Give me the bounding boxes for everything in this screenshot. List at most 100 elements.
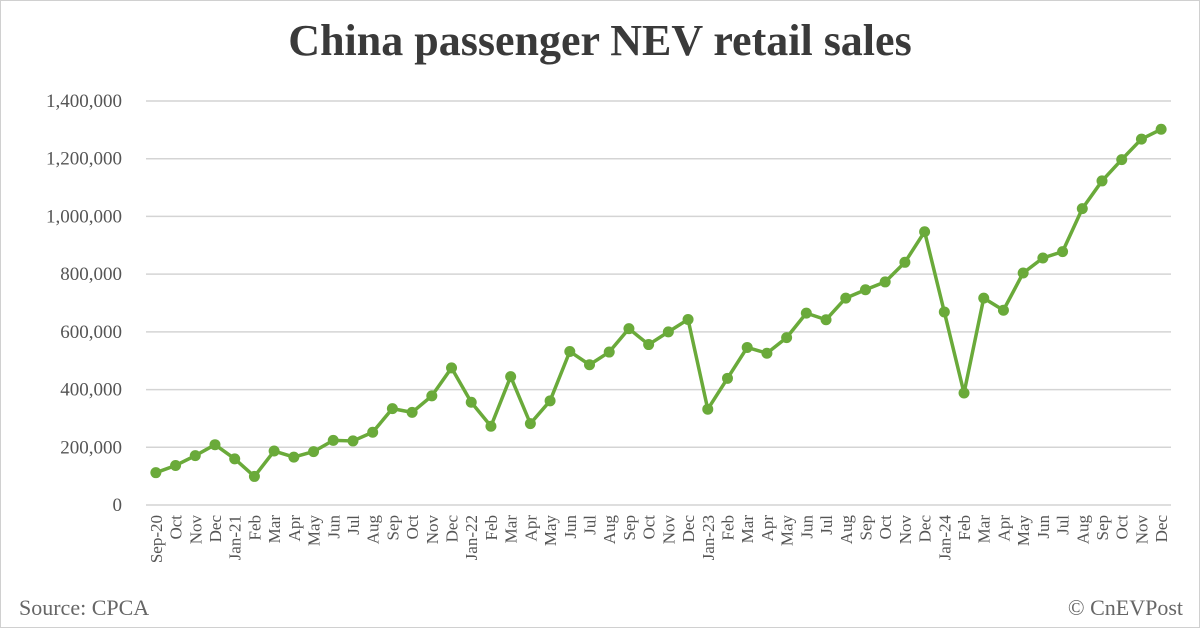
data-point (1155, 123, 1167, 135)
x-tick-label: Oct (876, 515, 895, 540)
x-tick-label: Sep (1093, 515, 1112, 541)
data-point (308, 446, 320, 458)
x-tick-label: Jun (797, 515, 816, 539)
data-point (800, 307, 812, 319)
data-point (623, 323, 635, 335)
chart-title: China passenger NEV retail sales (288, 16, 912, 65)
data-point (505, 371, 517, 383)
data-point (820, 314, 832, 326)
data-point (859, 284, 871, 296)
data-point (997, 304, 1009, 316)
data-point (1096, 175, 1108, 187)
data-point (327, 434, 339, 446)
x-tick-label: Aug (600, 515, 619, 545)
data-point (643, 339, 655, 351)
data-point (564, 345, 576, 357)
x-tick-label: Sep (383, 515, 402, 541)
data-point (584, 359, 596, 371)
data-point (288, 451, 300, 463)
data-point (662, 326, 674, 338)
x-tick-label: Jan-21 (226, 515, 245, 560)
y-tick-label: 600,000 (60, 322, 122, 343)
x-tick-label: Jun (1034, 515, 1053, 539)
data-point (1017, 267, 1029, 279)
x-tick-label: Jan-24 (935, 515, 954, 561)
x-tick-label: Sep (856, 515, 875, 541)
x-tick-label: Feb (245, 515, 264, 541)
data-point (426, 390, 438, 402)
x-tick-label: Aug (364, 515, 383, 545)
x-tick-label: Oct (403, 515, 422, 540)
data-point (209, 439, 221, 451)
x-tick-label: Feb (482, 515, 501, 541)
x-tick-label: Dec (1152, 515, 1171, 543)
data-point (347, 435, 359, 447)
x-tick-label: Mar (738, 515, 757, 544)
x-tick-label: Dec (206, 515, 225, 543)
x-tick-label: Feb (955, 515, 974, 541)
data-point (741, 341, 753, 353)
x-tick-label: Nov (659, 515, 678, 545)
data-point (938, 306, 950, 318)
data-point (1135, 133, 1147, 145)
data-point (1116, 154, 1128, 166)
x-tick-label: Sep-20 (147, 515, 166, 563)
series-line (155, 127, 1162, 479)
x-tick-label: Jan-23 (699, 515, 718, 560)
data-point (544, 395, 556, 407)
x-tick-label: Feb (718, 515, 737, 541)
data-point (406, 406, 418, 418)
data-point (248, 470, 260, 482)
y-tick-label: 400,000 (60, 380, 122, 401)
x-tick-label: Nov (423, 515, 442, 545)
x-tick-label: Oct (1113, 515, 1132, 540)
data-point (524, 418, 536, 430)
x-tick-label: Dec (679, 515, 698, 543)
y-tick-label: 200,000 (60, 437, 122, 458)
y-tick-label: 0 (113, 495, 123, 516)
data-point (1037, 252, 1049, 264)
data-point (761, 347, 773, 359)
x-tick-label: Apr (758, 515, 777, 542)
x-tick-label: May (305, 515, 324, 547)
data-point (682, 313, 694, 325)
x-tick-label: Nov (896, 515, 915, 545)
x-tick-label: Oct (167, 515, 186, 540)
x-tick-label: Dec (916, 515, 935, 543)
data-point (189, 450, 201, 462)
x-tick-label: Mar (502, 515, 521, 544)
data-point (150, 467, 162, 479)
data-point (958, 387, 970, 399)
y-tick-label: 1,000,000 (46, 206, 122, 227)
x-tick-label: Nov (1132, 515, 1151, 545)
data-point (170, 459, 182, 471)
x-tick-label: Oct (640, 515, 659, 540)
x-tick-label: Apr (521, 515, 540, 542)
data-point (781, 332, 793, 344)
x-tick-label: Nov (186, 515, 205, 545)
copyright-credit: © CnEVPost (1067, 595, 1183, 620)
x-tick-label: Sep (620, 515, 639, 541)
x-tick-label: Apr (994, 515, 1013, 542)
data-point (899, 256, 911, 268)
x-tick-label: May (1014, 515, 1033, 547)
y-tick-label: 1,200,000 (46, 149, 122, 170)
x-tick-label: May (541, 515, 560, 547)
data-point (879, 276, 891, 288)
x-tick-label: May (778, 515, 797, 547)
x-tick-label: Jul (581, 515, 600, 535)
x-tick-label: Aug (1073, 515, 1092, 545)
data-point (386, 403, 398, 415)
data-point (721, 372, 733, 384)
data-point (919, 226, 931, 238)
x-tick-label: Jan-22 (462, 515, 481, 560)
x-tick-label: Apr (285, 515, 304, 542)
data-point (1076, 203, 1088, 215)
x-tick-label: Dec (443, 515, 462, 543)
source-note: Source: CPCA (19, 595, 150, 620)
data-point (1057, 246, 1069, 258)
data-point (485, 420, 497, 432)
data-point (978, 292, 990, 304)
